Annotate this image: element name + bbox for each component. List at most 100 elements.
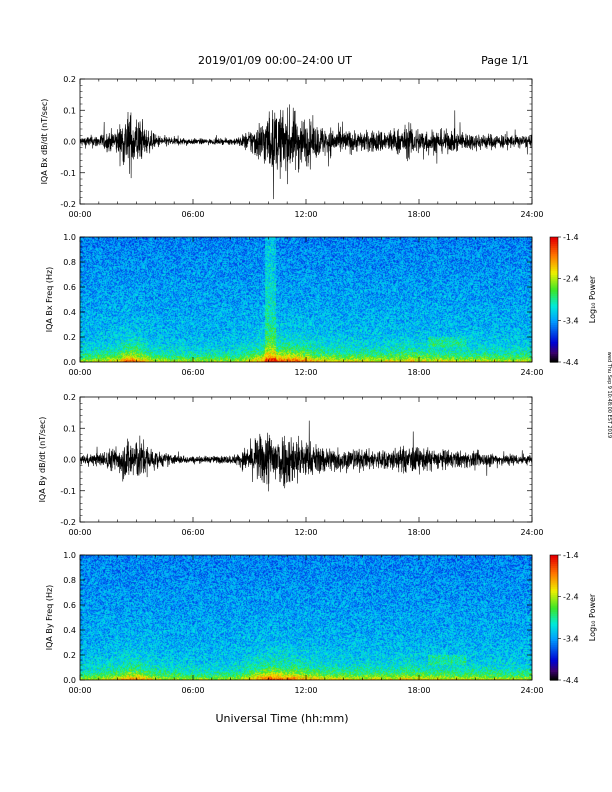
y-tick-label: 0.1: [63, 106, 76, 115]
colorbar-swatch: [550, 270, 558, 274]
colorbar-swatch: [550, 636, 558, 639]
colorbar-swatch: [550, 291, 558, 294]
colorbar-swatch: [550, 274, 558, 278]
colorbar-swatch: [550, 586, 558, 589]
colorbar-swatch: [550, 557, 558, 560]
colorbar-swatch: [550, 316, 558, 319]
colorbar-swatch: [550, 355, 558, 359]
colorbar-swatch: [550, 623, 558, 627]
colorbar-swatch: [550, 605, 558, 608]
x-tick-label: 00:00: [68, 686, 91, 695]
x-tick-label: 24:00: [520, 686, 543, 695]
colorbar-swatch: [550, 671, 558, 675]
y-tick-label: 0.8: [63, 258, 76, 267]
by-colorbar-label: Log₁₀ Power: [588, 593, 597, 641]
colorbar-swatch: [550, 301, 558, 305]
colorbar-tick-label: -3.4: [563, 316, 579, 325]
x-tick-label: 06:00: [181, 686, 204, 695]
colorbar-swatch: [550, 598, 558, 602]
colorbar-swatch: [550, 596, 558, 600]
colorbar-swatch: [550, 644, 558, 648]
colorbar-swatch: [550, 577, 558, 581]
y-tick-label: 0.6: [63, 283, 76, 292]
panel-bx-dbdt: 00:00 06:00 12:00 18:00 24:00 -0.2 -0.1 0.0 0.1 0…: [40, 75, 544, 219]
colorbar-swatch: [550, 345, 558, 349]
colorbar-swatch: [550, 343, 558, 346]
bx-spectrogram-axes: 00:00 06:00 12:00 18:00 24:00 0.0 0.2 0.4 0.6 0.8…: [63, 233, 543, 377]
colorbar-swatch: [550, 357, 558, 361]
colorbar-swatch: [550, 278, 558, 282]
y-tick-label: 1.0: [63, 551, 76, 560]
colorbar-swatch: [550, 677, 558, 681]
y-tick-label: 0.2: [63, 75, 76, 84]
colorbar-swatch: [550, 251, 558, 255]
colorbar-swatch: [550, 575, 558, 579]
colorbar-swatch: [550, 259, 558, 263]
colorbar-swatch: [550, 617, 558, 621]
by-dbdt-trace: [80, 420, 532, 492]
x-tick-label: 06:00: [181, 528, 204, 537]
y-tick-label: 0.0: [63, 456, 76, 465]
colorbar-swatch: [550, 650, 558, 654]
by-colorbar: -4.4 -3.4 -2.4 -1.4: [549, 551, 579, 685]
bx-dbdt-trace: [80, 104, 532, 200]
colorbar-swatch: [550, 324, 558, 328]
y-tick-label: 0.2: [63, 651, 76, 660]
by-spectrogram-axes: 00:00 06:00 12:00 18:00 24:00 0.0 0.2 0.4 0.6 0.8…: [63, 551, 543, 695]
colorbar-swatch: [550, 266, 558, 269]
colorbar-swatch: [550, 619, 558, 623]
colorbar-swatch: [550, 663, 558, 667]
colorbar-swatch: [550, 326, 558, 330]
colorbar-swatch: [550, 239, 558, 242]
y-tick-label: 0.6: [63, 601, 76, 610]
y-tick-label: 0.2: [63, 333, 76, 342]
colorbar-swatch: [550, 642, 558, 646]
colorbar-swatch: [550, 673, 558, 677]
colorbar-swatch: [550, 665, 558, 669]
figure-title: 2019/01/09 00:00–24:00 UT: [198, 54, 352, 67]
bx-spectrogram-image: [80, 237, 532, 362]
colorbar-swatch: [550, 588, 558, 592]
colorbar-swatch: [550, 669, 558, 673]
colorbar-swatch: [550, 237, 558, 240]
x-tick-label: 12:00: [294, 368, 317, 377]
colorbar-swatch: [550, 276, 558, 280]
colorbar-swatch: [550, 667, 558, 671]
colorbar-swatch: [550, 630, 558, 633]
x-tick-label: 06:00: [181, 210, 204, 219]
colorbar-swatch: [550, 646, 558, 650]
colorbar-swatch: [550, 339, 558, 342]
colorbar-swatch: [550, 293, 558, 296]
y-tick-label: 0.8: [63, 576, 76, 585]
x-tick-label: 18:00: [407, 210, 430, 219]
colorbar-swatch: [550, 611, 558, 614]
colorbar-swatch: [550, 590, 558, 594]
colorbar-swatch: [550, 247, 558, 251]
bx-colorbar: -4.4 -3.4 -2.4 -1.4: [549, 233, 579, 367]
colorbar-swatch: [550, 600, 558, 604]
colorbar-swatch: [550, 559, 558, 562]
colorbar-frame: [549, 554, 559, 681]
colorbar-swatch: [550, 555, 558, 558]
colorbar-swatch: [550, 571, 558, 575]
colorbar-swatch: [550, 282, 558, 286]
x-tick-label: 00:00: [68, 210, 91, 219]
colorbar-swatch: [550, 563, 558, 567]
side-note: wed Thu Sep 9 10:48:00 EST 2019: [606, 352, 612, 438]
y-tick-label: 0.4: [63, 626, 76, 635]
y-tick-label: 0.2: [63, 393, 76, 402]
by-dbdt-ylabel: IQA By dB/dt (nT/sec): [38, 417, 47, 503]
colorbar-tick-label: -1.4: [563, 551, 579, 560]
colorbar-swatch: [550, 305, 558, 309]
y-tick-label: 0.4: [63, 308, 76, 317]
colorbar-swatch: [550, 569, 558, 573]
colorbar-swatch: [550, 297, 558, 301]
colorbar-swatch: [550, 652, 558, 656]
colorbar-swatch: [550, 661, 558, 664]
colorbar-swatch: [550, 582, 558, 585]
y-tick-label: -0.1: [60, 487, 76, 496]
colorbar-swatch: [550, 640, 558, 644]
x-tick-label: 00:00: [68, 528, 91, 537]
colorbar-swatch: [550, 253, 558, 257]
colorbar-tick-label: -2.4: [563, 275, 579, 284]
